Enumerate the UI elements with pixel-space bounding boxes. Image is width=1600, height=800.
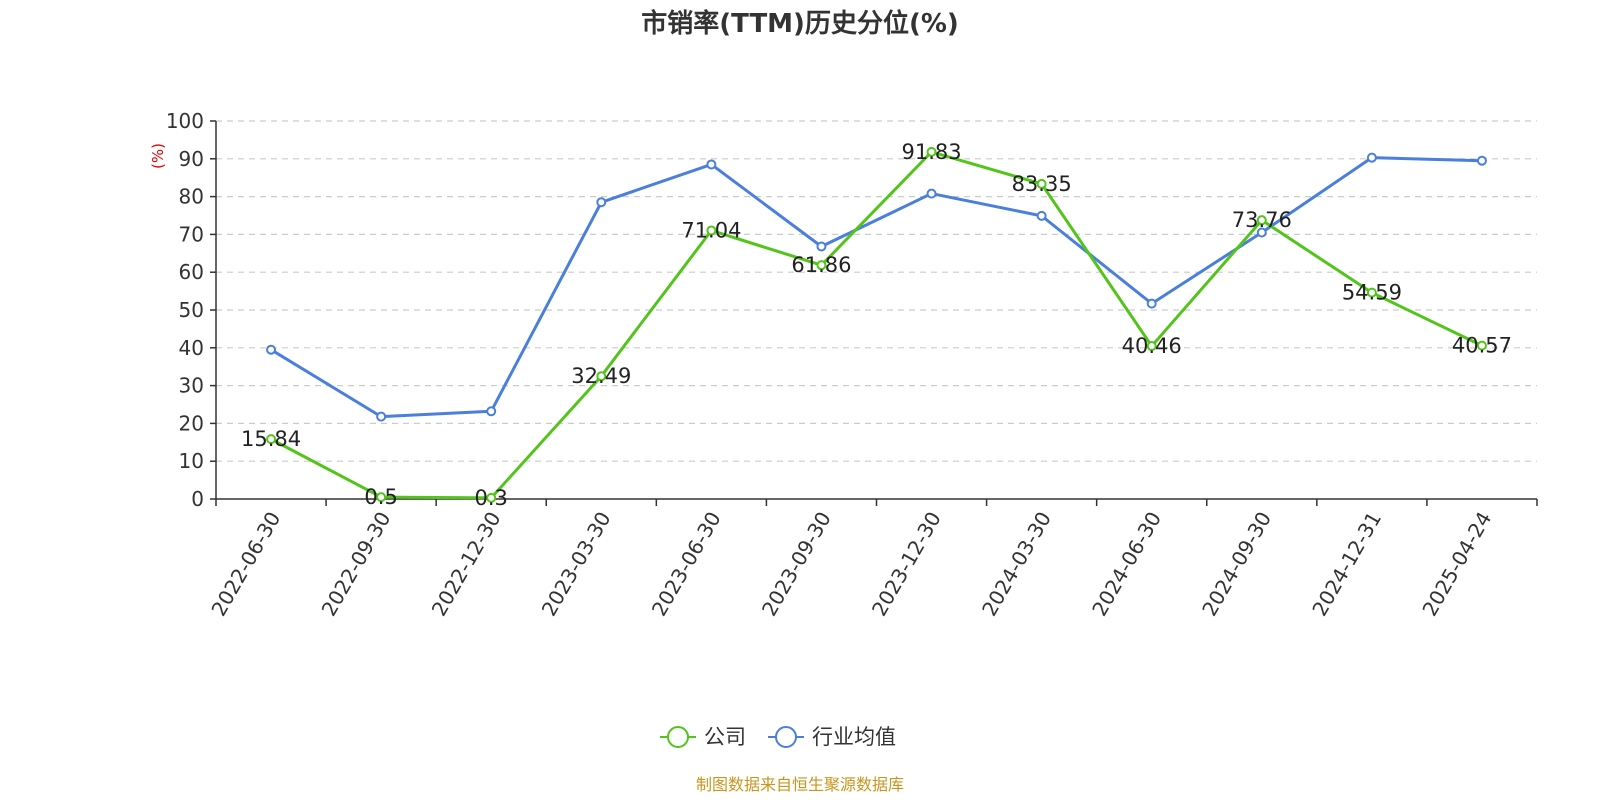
legend-label: 公司 — [704, 725, 746, 749]
y-tick-labels: 0 10 20 30 40 50 60 70 80 90 100 — [166, 109, 204, 511]
x-tick-label: 2023-09-30 — [757, 508, 836, 621]
series-point-1[interactable] — [376, 411, 387, 422]
x-tick-label: 2023-12-30 — [867, 508, 946, 621]
data-label: 73.76 — [1232, 208, 1292, 232]
y-tick-label: 80 — [179, 185, 204, 209]
legend-marker — [667, 726, 689, 748]
x-tick-label: 2024-12-31 — [1307, 508, 1386, 621]
series-point-0[interactable] — [1036, 178, 1047, 189]
data-label: 71.04 — [681, 218, 741, 242]
y-axis-unit-label: (%) — [149, 143, 167, 169]
series-point-1[interactable] — [596, 197, 607, 208]
source-note: 制图数据来自恒生聚源数据库 — [696, 775, 904, 794]
data-label: 40.46 — [1122, 334, 1182, 358]
data-label: 83.35 — [1012, 172, 1072, 196]
series-point-1[interactable] — [1256, 227, 1267, 238]
y-tick-label: 10 — [179, 449, 204, 473]
y-tick-label: 90 — [179, 147, 204, 171]
legend-label: 行业均值 — [812, 725, 896, 749]
series-point-0[interactable] — [596, 371, 607, 382]
x-tick-label: 2024-06-30 — [1087, 508, 1166, 621]
x-tick-label: 2025-04-24 — [1417, 508, 1496, 621]
legend[interactable]: 公司 行业均值 — [660, 725, 896, 749]
y-tick-label: 70 — [179, 222, 204, 246]
series-point-0[interactable] — [926, 146, 937, 157]
legend-item-0[interactable]: 公司 — [660, 725, 746, 749]
data-label: 61.86 — [791, 253, 851, 277]
series-point-1[interactable] — [1036, 210, 1047, 221]
y-tick-label: 30 — [179, 374, 204, 398]
y-tick-label: 0 — [191, 487, 204, 511]
y-tick-label: 60 — [179, 260, 204, 284]
data-label: 54.59 — [1342, 281, 1402, 305]
series-point-0[interactable] — [1476, 340, 1487, 351]
legend-marker — [775, 726, 797, 748]
series-point-0[interactable] — [706, 225, 717, 236]
chart-title: 市销率(TTM)历史分位(%) — [641, 8, 959, 39]
series-point-0[interactable] — [816, 260, 827, 271]
y-tick-label: 100 — [166, 109, 204, 133]
data-labels: 15.84 0.5 0.3 32.49 71.04 61.86 91.83 83.35 40.4… — [241, 140, 1512, 510]
data-label: 15.84 — [241, 427, 301, 451]
x-tick-label: 2022-09-30 — [317, 508, 396, 621]
series-point-0[interactable] — [1366, 287, 1377, 298]
y-tick-label: 40 — [179, 336, 204, 360]
series-point-1[interactable] — [926, 188, 937, 199]
series-point-1[interactable] — [706, 159, 717, 170]
y-tick-label: 20 — [179, 411, 204, 435]
x-tick-label: 2022-12-30 — [427, 508, 506, 621]
data-label: 0.5 — [364, 485, 397, 509]
series-point-0[interactable] — [1146, 341, 1157, 352]
series-point-0[interactable] — [376, 492, 387, 503]
series-point-1[interactable] — [816, 241, 827, 252]
y-tick-label: 50 — [179, 298, 204, 322]
data-label: 0.3 — [475, 486, 508, 510]
data-label: 91.83 — [901, 140, 961, 164]
series-point-1[interactable] — [1476, 155, 1487, 166]
x-tick-label: 2023-03-30 — [537, 508, 616, 621]
series-point-1[interactable] — [266, 344, 277, 355]
x-tick-labels: 2022-06-30 2022-09-30 2022-12-30 2023-03-30… — [206, 508, 1496, 621]
x-tick-label: 2024-09-30 — [1197, 508, 1276, 621]
series-line-0 — [270, 150, 1483, 500]
series-point-1[interactable] — [486, 406, 497, 417]
series-lines — [266, 146, 1487, 503]
series-point-0[interactable] — [486, 492, 497, 503]
series-line-1 — [270, 156, 1482, 419]
axes — [210, 120, 1538, 506]
x-tick-label: 2022-06-30 — [206, 508, 285, 621]
series-point-1[interactable] — [1366, 152, 1377, 163]
series-point-0[interactable] — [266, 434, 277, 445]
x-tick-label: 2024-03-30 — [977, 508, 1056, 621]
series-point-0[interactable] — [1256, 215, 1267, 226]
series-point-1[interactable] — [1146, 298, 1157, 309]
data-label: 32.49 — [571, 364, 631, 388]
legend-item-1[interactable]: 行业均值 — [768, 725, 896, 749]
grid-lines — [216, 120, 1537, 462]
x-tick-label: 2023-06-30 — [647, 508, 726, 621]
data-label: 40.57 — [1452, 334, 1512, 358]
